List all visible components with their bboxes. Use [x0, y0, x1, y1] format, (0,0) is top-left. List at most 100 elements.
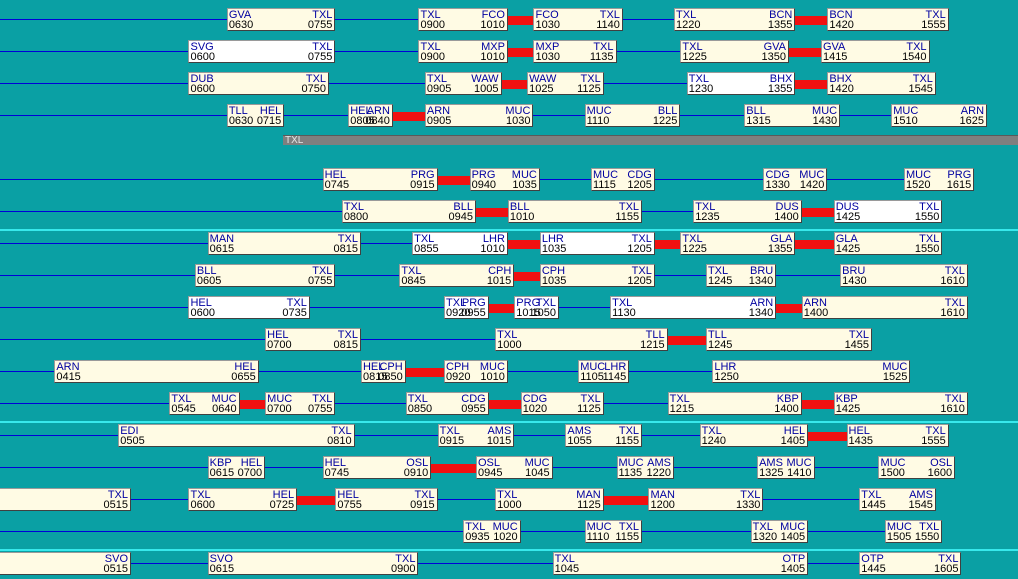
flight-segment[interactable]: TXL 0850 CDG 0955: [405, 392, 489, 415]
departure-time: 1505: [886, 531, 912, 543]
ground-connector: [776, 275, 841, 276]
ground-connector: [680, 115, 745, 116]
flight-segment[interactable]: BLL 1010 TXL 1155: [507, 200, 643, 223]
flight-segment[interactable]: GLA 1425 TXL 1550: [833, 232, 943, 255]
flight-segment[interactable]: TXL 1225 GVA 1350: [680, 40, 789, 63]
flight-segment[interactable]: TXL 1130 ARN 1340: [610, 296, 777, 319]
flight-segment[interactable]: TXL 1445 AMS 1545: [859, 488, 936, 511]
flight-segment[interactable]: TXL 1000 TLL 1215: [495, 328, 668, 351]
flight-segment[interactable]: WAW 1025 TXL 1125: [527, 72, 604, 95]
flight-segment[interactable]: GVA 0630 TXL 0755: [226, 8, 336, 31]
flight-segment[interactable]: MUC 0700 TXL 0755: [265, 392, 336, 415]
flight-segment[interactable]: ARN 0415 HEL 0655: [54, 360, 259, 383]
flight-segment[interactable]: MAN 1200 TXL 1330: [648, 488, 764, 511]
flight-segment[interactable]: MUC 1520 PRG 1615: [904, 168, 975, 191]
flight-segment[interactable]: TXL 1320 MUC 1405: [750, 520, 809, 543]
flight-segment[interactable]: TLL 0630 HEL 0715: [226, 104, 285, 127]
flight-segment[interactable]: CPH 1035 TXL 1205: [539, 264, 655, 287]
departure-airport: TLL: [228, 105, 248, 117]
flight-segment[interactable]: BRU 1430 TXL 1610: [840, 264, 968, 287]
flight-segment[interactable]: TXL 1240 HEL 1405: [699, 424, 809, 447]
flight-segment[interactable]: TXL 1235 DUS 1400: [693, 200, 802, 223]
flight-segment[interactable]: TXL 1000 MAN 1125: [495, 488, 604, 511]
arrival-time: 0640: [212, 403, 237, 415]
flight-segment[interactable]: PRG 0940 MUC 1035: [469, 168, 540, 191]
flight-segment[interactable]: TXL 0900 MXP 1010: [418, 40, 508, 63]
flight-segment[interactable]: MUC 1505 TXL 1550: [884, 520, 943, 543]
flight-segment[interactable]: LHR 1035 TXL 1205: [539, 232, 655, 255]
flight-segment[interactable]: HEL 0805 ARN 0840: [348, 104, 393, 127]
flight-segment[interactable]: DUB 0600 TXL 0750: [188, 72, 330, 95]
flight-segment[interactable]: HEL 0700 TXL 0815: [265, 328, 361, 351]
departure-time: 1425: [835, 211, 861, 223]
flight-segment[interactable]: BHX 1420 TXL 1545: [827, 72, 936, 95]
flight-segment[interactable]: CPH 0920 MUC 1010: [444, 360, 508, 383]
flight-segment[interactable]: EDI 0505 TXL 0810: [118, 424, 355, 447]
flight-segment[interactable]: BLL 0605 TXL 0755: [194, 264, 336, 287]
flight-segment[interactable]: TXL 1215 KBP 1400: [667, 392, 802, 415]
flight-segment[interactable]: MAN 0615 TXL 0815: [207, 232, 361, 255]
flight-segment[interactable]: BCN 1420 TXL 1555: [827, 8, 949, 31]
flight-segment[interactable]: HEL 0600 TXL 0735: [188, 296, 310, 319]
flight-segment[interactable]: TXL 1220 BCN 1355: [674, 8, 796, 31]
flight-segment[interactable]: KBP 0615 HEL 0700: [207, 456, 266, 479]
turnaround-bar: [297, 496, 336, 505]
flight-segment[interactable]: TXL 0915 AMS 1015: [437, 424, 515, 447]
flight-segment[interactable]: DUS 1425 TXL 1550: [833, 200, 943, 223]
flight-segment[interactable]: TXL 0600 HEL 0725: [188, 488, 298, 511]
flight-segment[interactable]: TXL 1230 BHX 1355: [686, 72, 796, 95]
departure-time: 1400: [803, 307, 829, 319]
flight-segment[interactable]: HEL 0815 CPH 0850: [360, 360, 406, 383]
flight-segment[interactable]: TXL 0900 FCO 1010: [418, 8, 508, 31]
flight-segment[interactable]: MUC 1110 TXL 1155: [584, 520, 643, 543]
departure-airport: KBP: [835, 393, 858, 405]
flight-segment[interactable]: TXL 0515: [0, 488, 131, 511]
flight-segment[interactable]: ARN 1400 TXL 1610: [801, 296, 968, 319]
flight-segment[interactable]: TXL 0845 CPH 1015: [399, 264, 515, 287]
flight-segment[interactable]: MUC 1110 BLL 1225: [584, 104, 681, 127]
arrival-time: 0840: [365, 115, 390, 127]
flight-segment[interactable]: PRG 1015 TXL 1050: [514, 296, 560, 319]
flight-segment[interactable]: KBP 1425 TXL 1610: [833, 392, 968, 415]
flight-segment[interactable]: HEL 0755 TXL 0915: [335, 488, 438, 511]
flight-segment[interactable]: TXL 0905 WAW 1005: [424, 72, 502, 95]
flight-segment[interactable]: OSL 0945 MUC 1045: [475, 456, 553, 479]
ground-connector: [533, 115, 585, 116]
arrival-time: 0750: [301, 83, 327, 95]
flight-segment[interactable]: TXL 1245 BRU 1340: [705, 264, 777, 287]
flight-segment[interactable]: TXL 0800 BLL 0945: [341, 200, 476, 223]
flight-segment[interactable]: TXL 0545 MUC 0640: [169, 392, 240, 415]
flight-segment[interactable]: HEL 0745 PRG 0915: [322, 168, 438, 191]
flight-segment[interactable]: TLL 1245 TXL 1455: [705, 328, 873, 351]
flight-segment[interactable]: TXL 1045 OTP 1405: [552, 552, 809, 575]
ground-connector: [258, 371, 361, 372]
flight-segment[interactable]: BLL 1315 MUC 1430: [744, 104, 841, 127]
flight-segment[interactable]: CDG 1020 TXL 1125: [520, 392, 604, 415]
flight-segment[interactable]: OTP 1445 TXL 1605: [859, 552, 962, 575]
flight-segment[interactable]: GVA 1415 TXL 1540: [820, 40, 930, 63]
flight-segment[interactable]: MXP 1030 TXL 1135: [533, 40, 617, 63]
flight-segment[interactable]: TXL 0920 PRG 0955: [444, 296, 489, 319]
flight-segment[interactable]: TXL 1225 GLA 1355: [680, 232, 796, 255]
flight-segment[interactable]: MUC 1105 LHR 1145: [578, 360, 630, 383]
departure-time: 0815: [362, 371, 388, 383]
flight-segment[interactable]: FCO 1030 TXL 1140: [533, 8, 623, 31]
flight-segment[interactable]: LHR 1250 MUC 1525: [712, 360, 911, 383]
flight-segment[interactable]: CDG 1330 MUC 1420: [763, 168, 828, 191]
flight-segment[interactable]: SVO 0515: [0, 552, 131, 575]
flight-segment[interactable]: MUC 1135 AMS 1220: [616, 456, 674, 479]
departure-airport: MUC: [586, 521, 612, 533]
flight-segment[interactable]: AMS 1325 MUC 1410: [757, 456, 815, 479]
maintenance-band[interactable]: TXL: [283, 135, 1018, 145]
flight-segment[interactable]: MUC 1500 OSL 1600: [878, 456, 956, 479]
flight-segment[interactable]: MUC 1510 ARN 1625: [891, 104, 988, 127]
flight-segment[interactable]: AMS 1055 TXL 1155: [565, 424, 643, 447]
flight-segment[interactable]: HEL 1435 TXL 1555: [846, 424, 949, 447]
flight-segment[interactable]: HEL 0745 OSL 0910: [322, 456, 432, 479]
flight-segment[interactable]: TXL 0935 MUC 1020: [463, 520, 521, 543]
flight-segment[interactable]: MUC 1115 CDG 1205: [590, 168, 655, 191]
flight-segment[interactable]: SVO 0615 TXL 0900: [207, 552, 419, 575]
flight-segment[interactable]: ARN 0905 MUC 1030: [424, 104, 534, 127]
flight-segment[interactable]: SVG 0600 TXL 0755: [188, 40, 336, 63]
flight-segment[interactable]: TXL 0855 LHR 1010: [412, 232, 508, 255]
